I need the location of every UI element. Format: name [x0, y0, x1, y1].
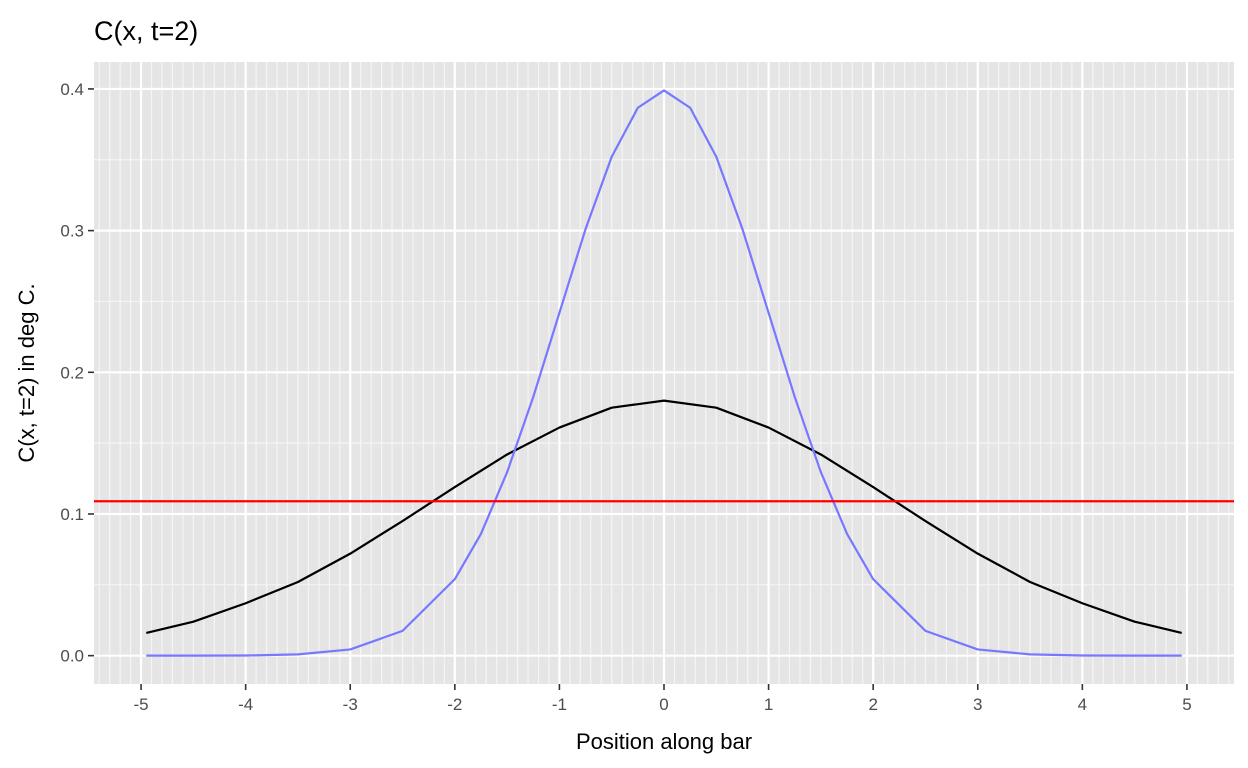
- x-tick-label: 1: [764, 695, 773, 714]
- x-tick-label: -3: [343, 695, 358, 714]
- x-tick-label: -4: [238, 695, 253, 714]
- y-tick-label: 0.2: [60, 363, 84, 382]
- series-line-2: [146, 89, 1182, 657]
- x-tick-label: 2: [868, 695, 877, 714]
- chart-title: C(x, t=2): [94, 16, 198, 46]
- y-tick-label: 0.0: [60, 647, 84, 666]
- series-line-1: [146, 399, 1182, 635]
- y-tick-label: 0.3: [60, 222, 84, 241]
- x-axis-title: Position along bar: [576, 729, 752, 754]
- x-tick-label: 5: [1182, 695, 1191, 714]
- series-lines: [146, 89, 1182, 657]
- x-tick-label: -5: [134, 695, 149, 714]
- x-tick-label: 4: [1078, 695, 1087, 714]
- y-tick-label: 0.1: [60, 505, 84, 524]
- grid-lines: [94, 62, 1234, 684]
- x-tick-label: -1: [552, 695, 567, 714]
- x-tick-label: 0: [659, 695, 668, 714]
- x-tick-label: 3: [973, 695, 982, 714]
- axes: -5 -4 -3 -2 -1 0 1 2 3 4 5 0.0 0.1 0.2 0.3 0.4: [60, 80, 1191, 714]
- x-tick-label: -2: [447, 695, 462, 714]
- y-tick-label: 0.4: [60, 80, 84, 99]
- y-axis-title: C(x, t=2) in deg C.: [14, 283, 39, 462]
